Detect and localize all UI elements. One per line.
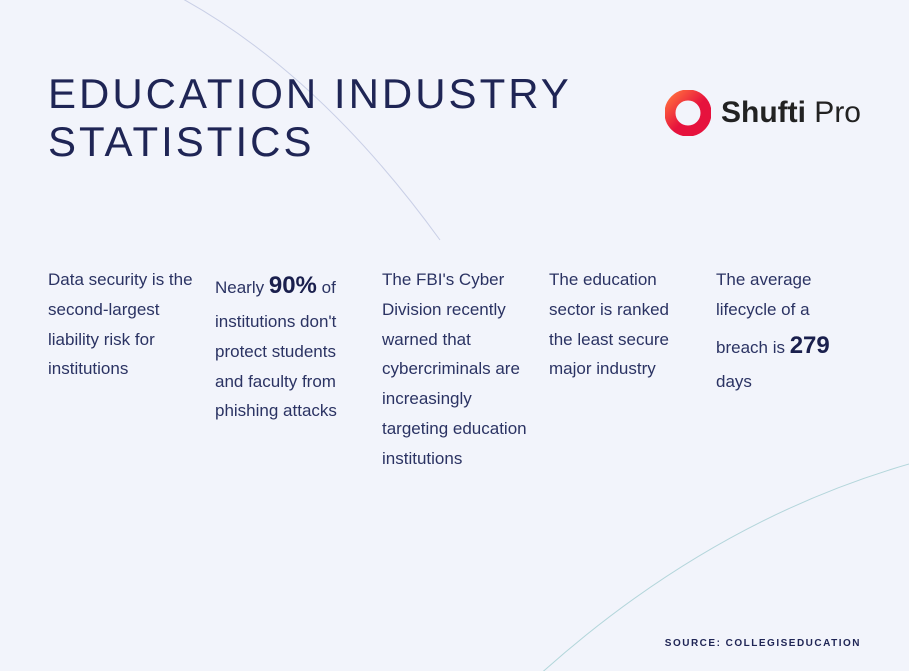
title-line-1: EDUCATION INDUSTRY (48, 70, 572, 117)
stat-item: The FBI's Cyber Division recently warned… (382, 265, 527, 473)
stat-item: Nearly 90% of institutions don't protect… (215, 265, 360, 473)
page-title: EDUCATION INDUSTRY STATISTICS (48, 70, 572, 167)
infographic-canvas: EDUCATION INDUSTRY STATISTICS Shufti Pro… (0, 0, 909, 671)
stat-emphasis: 279 (790, 332, 830, 359)
brand-logo-icon (665, 90, 711, 136)
brand-logo-text: Shufti Pro (721, 96, 861, 130)
stats-row: Data security is the second-largest liab… (48, 265, 861, 473)
brand-name-light: Pro (806, 96, 861, 129)
source-attribution: SOURCE: COLLEGISEDUCATION (665, 638, 861, 649)
stat-item: The average lifecycle of a breach is 279… (716, 265, 861, 473)
stat-emphasis: 90% (269, 272, 317, 299)
brand-name-bold: Shufti (721, 96, 806, 129)
stat-text: Data security is the second-largest liab… (48, 270, 193, 378)
title-line-2: STATISTICS (48, 118, 314, 165)
stat-pre: Nearly (215, 278, 269, 297)
stat-item: Data security is the second-largest liab… (48, 265, 193, 473)
stat-text: The FBI's Cyber Division recently warned… (382, 270, 527, 468)
stat-post: days (716, 372, 752, 391)
stat-item: The education sector is ranked the least… (549, 265, 694, 473)
stat-post: of institutions don't protect students a… (215, 278, 337, 420)
stat-text: The education sector is ranked the least… (549, 270, 669, 378)
brand-logo: Shufti Pro (665, 90, 861, 136)
